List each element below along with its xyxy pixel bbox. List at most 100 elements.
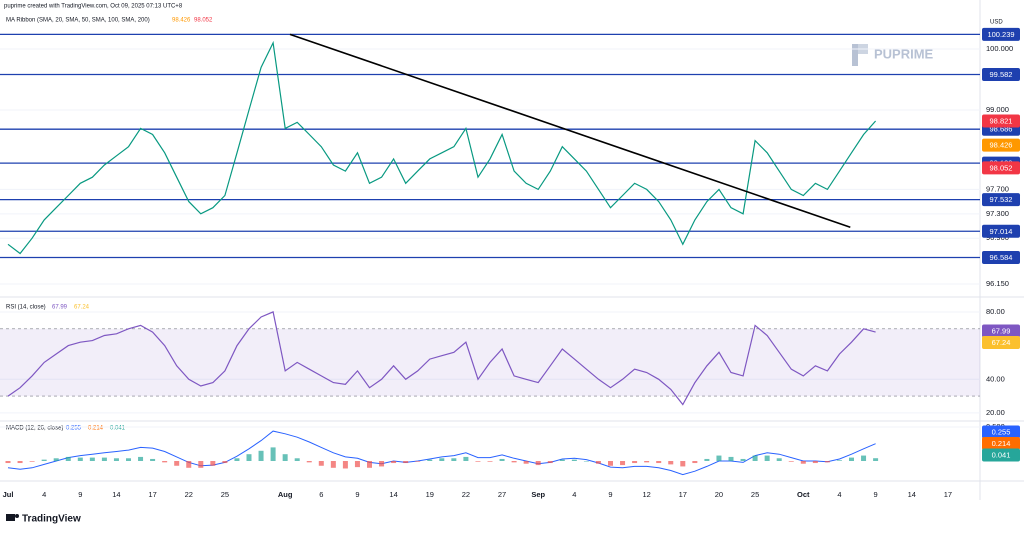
x-tick-label: 9 — [355, 490, 359, 499]
y-tick-label: 80.00 — [986, 307, 1005, 316]
histogram-bar — [788, 460, 794, 462]
histogram-bar — [463, 456, 469, 461]
price-tag-label: 97.532 — [990, 195, 1013, 204]
histogram-bar — [258, 450, 264, 461]
price-tag-label: 0.255 — [992, 427, 1011, 436]
histogram-bar — [595, 460, 601, 464]
y-tick-label: 97.700 — [986, 184, 1009, 193]
histogram-bar — [126, 458, 131, 461]
histogram-bar — [849, 457, 854, 461]
price-tag-label: 0.214 — [992, 439, 1011, 448]
x-tick-label: 27 — [498, 490, 506, 499]
price-tag — [982, 324, 1020, 338]
price-tag-label: 99.582 — [990, 70, 1013, 79]
price-tag-label: 67.99 — [992, 326, 1011, 335]
histogram-bar — [475, 460, 481, 462]
histogram-bar — [836, 460, 842, 461]
data-line — [7, 40, 877, 255]
histogram-bar — [861, 455, 867, 461]
histogram-bar — [728, 456, 734, 461]
x-tick-label: 14 — [908, 490, 916, 499]
x-tick-label: 14 — [112, 490, 120, 499]
histogram-bar — [186, 460, 192, 468]
price-tag — [982, 425, 1020, 439]
histogram-bar — [620, 460, 626, 466]
histogram-bar — [692, 460, 698, 464]
price-tag-label: 98.686 — [990, 125, 1013, 134]
histogram-bar — [150, 458, 156, 461]
histogram-bar — [523, 460, 529, 464]
histogram-bar — [547, 460, 553, 464]
histogram-bar — [162, 460, 168, 463]
histogram-bar — [668, 460, 674, 465]
price-tag — [982, 161, 1020, 175]
logo-mark — [852, 44, 858, 66]
x-tick-label: 12 — [642, 490, 650, 499]
pane-title: MACD (12, 26, close) — [6, 426, 63, 432]
footer-text: TradingView — [22, 514, 81, 525]
histogram-bar — [89, 457, 95, 461]
y-tick-label: 99.000 — [986, 105, 1009, 114]
price-tag — [982, 224, 1020, 238]
x-tick-label: 9 — [874, 490, 878, 499]
histogram-bar — [198, 460, 204, 468]
histogram-bar — [499, 458, 505, 461]
histogram-bar — [270, 447, 276, 461]
legend-value: 67.24 — [74, 305, 90, 311]
price-tag-label: 98.821 — [990, 116, 1013, 125]
x-tick-label: 17 — [148, 490, 156, 499]
y-tick-label: 20.00 — [986, 408, 1005, 417]
histogram-bar — [680, 460, 686, 467]
histogram-bar — [354, 460, 360, 468]
x-tick-label: 4 — [572, 490, 576, 499]
legend-value: 0.255 — [66, 426, 82, 432]
histogram-bar — [330, 460, 336, 468]
histogram-bar — [583, 460, 589, 462]
price-tag — [982, 114, 1020, 128]
x-tick-label: 6 — [319, 490, 323, 499]
x-tick-label: Oct — [797, 490, 810, 499]
price-tag-label: 96.584 — [990, 253, 1013, 262]
pane-title: MA Ribbon (SMA, 20, SMA, 50, SMA, 100, S… — [6, 18, 150, 24]
price-tag-label: 98.426 — [990, 141, 1013, 150]
legend-value: 98.426 — [172, 18, 191, 24]
price-tag — [982, 193, 1020, 207]
histogram-bar — [65, 456, 71, 461]
histogram-bar — [174, 460, 180, 466]
histogram-bar — [764, 455, 770, 461]
histogram-bar — [716, 455, 722, 461]
histogram-bar — [644, 460, 650, 463]
logo-icon — [6, 514, 15, 521]
histogram-bar — [222, 460, 228, 464]
histogram-bar — [800, 460, 806, 464]
logo-text: PUPRIME — [874, 46, 934, 61]
y-tick-label: 40.00 — [986, 374, 1005, 383]
histogram-bar — [53, 458, 59, 461]
histogram-bar — [427, 459, 433, 461]
histogram-bar — [403, 460, 409, 464]
histogram-bar — [391, 460, 397, 464]
footer-logo: TradingView — [6, 514, 81, 525]
histogram-bar — [824, 460, 830, 463]
y-tick-label: 96.150 — [986, 279, 1009, 288]
histogram-bar — [294, 458, 300, 461]
histogram-bar — [210, 460, 216, 466]
x-tick-label: Aug — [278, 490, 293, 499]
histogram-bar — [246, 454, 252, 461]
histogram-bar — [704, 458, 710, 461]
y-tick-label: 97.300 — [986, 209, 1009, 218]
legend-value: 0.214 — [88, 426, 104, 432]
histogram-bar — [17, 460, 23, 464]
histogram-bar — [282, 454, 288, 461]
histogram-bar — [571, 459, 577, 461]
histogram-bar — [632, 460, 638, 464]
price-tag-label: 98.052 — [990, 163, 1013, 172]
histogram-bar — [559, 459, 565, 461]
x-tick-label: 19 — [426, 490, 434, 499]
histogram-bar — [752, 455, 758, 461]
price-tag-label: 97.014 — [990, 227, 1013, 236]
price-tag-label: 100.239 — [987, 30, 1014, 39]
